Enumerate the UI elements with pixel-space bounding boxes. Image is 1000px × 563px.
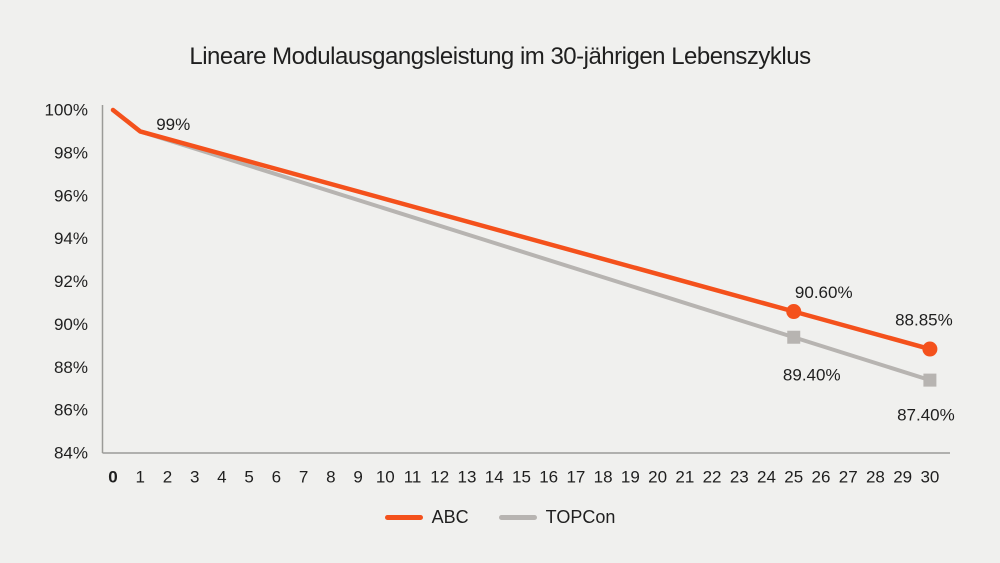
x-tick-label: 3: [190, 468, 199, 487]
data-label-topcon-30: 87.40%: [897, 406, 955, 425]
data-label-abc-25: 90.60%: [795, 283, 853, 302]
y-tick-label: 96%: [54, 186, 88, 205]
marker-abc-25: [786, 304, 802, 320]
x-tick-label: 4: [217, 468, 226, 487]
x-tick-label: 28: [866, 468, 885, 487]
x-tick-label: 6: [272, 468, 281, 487]
y-tick-label: 100%: [45, 101, 88, 120]
x-tick-label: 23: [730, 468, 749, 487]
y-tick-label: 90%: [54, 315, 88, 334]
x-tick-label: 5: [244, 468, 253, 487]
x-tick-label: 25: [784, 468, 803, 487]
x-tick-label: 20: [648, 468, 667, 487]
x-tick-label: 14: [485, 468, 504, 487]
abc-line-swatch: [384, 515, 423, 520]
x-tick-label: 1: [135, 468, 144, 487]
legend-item-topcon: TOPCon: [498, 507, 616, 528]
x-tick-label: 9: [353, 468, 362, 487]
data-label-topcon-25: 89.40%: [783, 366, 841, 385]
x-tick-label: 18: [594, 468, 613, 487]
series-line-topcon: [111, 108, 932, 383]
x-tick-label: 24: [757, 468, 776, 487]
x-tick-label: 13: [458, 468, 477, 487]
x-tick-label: 0: [108, 468, 117, 487]
x-tick-label: 29: [893, 468, 912, 487]
x-tick-label: 21: [675, 468, 694, 487]
x-tick-label: 2: [163, 468, 172, 487]
x-tick-label: 8: [326, 468, 335, 487]
marker-abc-30: [922, 341, 938, 357]
chart-title: Lineare Modulausgangsleistung im 30-jähr…: [189, 43, 811, 70]
data-label-abc-1: 99%: [156, 115, 190, 134]
x-tick-label: 11: [404, 468, 422, 487]
y-tick-label: 88%: [54, 358, 88, 377]
x-tick-label: 30: [920, 468, 939, 487]
y-tick-label: 84%: [54, 444, 88, 463]
legend-label-abc: ABC: [431, 507, 469, 527]
y-tick-label: 92%: [54, 272, 88, 291]
legend-item-abc: ABC: [384, 507, 469, 528]
x-tick-label: 19: [621, 468, 640, 487]
x-tick-label: 15: [512, 468, 531, 487]
data-label-abc-30: 88.85%: [895, 311, 953, 330]
x-tick-label: 22: [703, 468, 722, 487]
marker-topcon-25: [787, 330, 801, 344]
series-line-abc: [110, 107, 933, 352]
legend: ABC TOPCon: [0, 507, 1000, 528]
x-tick-label: 12: [430, 468, 449, 487]
x-tick-label: 10: [376, 468, 395, 487]
x-tick-label: 26: [812, 468, 831, 487]
topcon-line-swatch: [498, 515, 537, 520]
marker-topcon-30: [923, 373, 937, 387]
x-tick-label: 17: [566, 468, 585, 487]
y-tick-label: 86%: [54, 401, 88, 420]
x-tick-label: 27: [839, 468, 858, 487]
y-tick-label: 94%: [54, 229, 88, 248]
x-tick-label: 16: [539, 468, 558, 487]
y-tick-label: 98%: [54, 143, 88, 162]
x-tick-label: 7: [299, 468, 308, 487]
legend-label-topcon: TOPCon: [545, 507, 616, 527]
